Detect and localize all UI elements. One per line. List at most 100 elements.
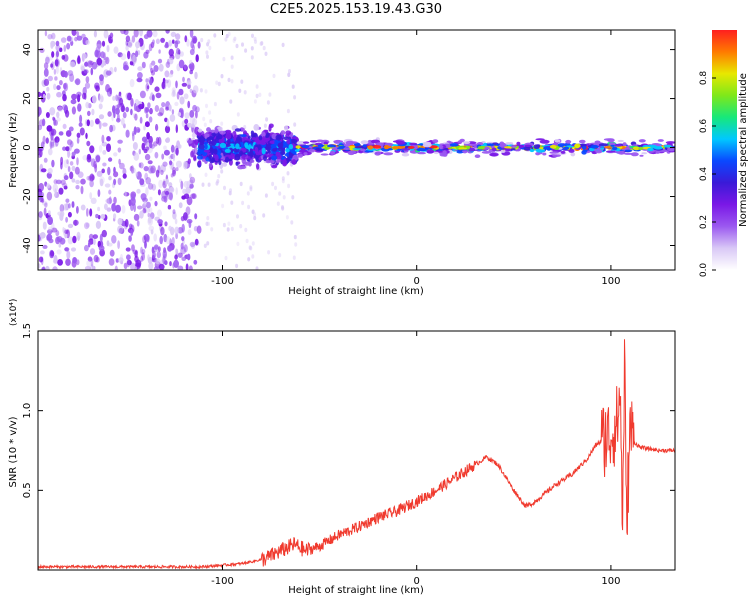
- heatmap-cell: [171, 237, 175, 246]
- snr-axes: -100 0 100 0.5 1.0 1.5: [22, 323, 675, 587]
- heatmap-cell: [136, 77, 143, 83]
- heatmap-cell: [90, 158, 96, 168]
- heatmap-cell: [170, 226, 175, 236]
- heatmap-cell: [167, 245, 173, 252]
- heatmap-cell: [152, 251, 156, 259]
- snr-background: [38, 331, 675, 570]
- heatmap-cell: [112, 105, 116, 114]
- heatmap-cell: [189, 183, 194, 189]
- heatmap-cell: [103, 30, 109, 39]
- heatmap-cell: [84, 222, 90, 230]
- heatmap-cell: [121, 117, 125, 126]
- heatmap-cell: [193, 259, 198, 265]
- heatmap-cell: [253, 212, 257, 217]
- heatmap-cell: [638, 146, 644, 151]
- heatmap-cell: [239, 224, 243, 229]
- heatmap-cell: [148, 207, 153, 213]
- x-tick-label: 100: [601, 276, 620, 287]
- heatmap-cell: [217, 134, 223, 140]
- heatmap-cell: [137, 128, 141, 133]
- heatmap-cell: [639, 154, 644, 157]
- heatmap-cell: [124, 219, 129, 228]
- heatmap-cell: [281, 42, 285, 48]
- heatmap-cell: [46, 86, 50, 92]
- heatmap-cell: [65, 130, 72, 137]
- heatmap-cell: [489, 153, 499, 157]
- heatmap-cell: [206, 241, 210, 246]
- y-tick-label: 1.5: [22, 323, 33, 339]
- heatmap-cell: [288, 144, 294, 150]
- heatmap-cell: [169, 114, 176, 122]
- heatmap-cell: [140, 246, 143, 254]
- heatmap-cell: [117, 147, 122, 153]
- heatmap-cell: [132, 132, 135, 142]
- heatmap-cell: [47, 75, 54, 82]
- heatmap-cell: [106, 136, 111, 142]
- heatmap-cell: [262, 213, 266, 218]
- heatmap-cell: [85, 101, 90, 109]
- heatmap-cell: [236, 241, 240, 247]
- heatmap-cell: [165, 137, 171, 143]
- heatmap-cell: [97, 206, 101, 212]
- heatmap-cell: [360, 140, 369, 145]
- heatmap-cell: [610, 144, 615, 147]
- heatmap-cell: [199, 88, 203, 93]
- heatmap-cell: [200, 149, 206, 155]
- heatmap-cell: [117, 139, 123, 144]
- heatmap-cell: [139, 30, 143, 37]
- heatmap-cell: [95, 43, 102, 50]
- y-tick-label: -40: [22, 237, 33, 253]
- heatmap-cell: [165, 41, 169, 48]
- heatmap-cell: [68, 203, 71, 209]
- heatmap-cell: [77, 171, 84, 178]
- heatmap-cell: [206, 54, 209, 59]
- heatmap-cell: [123, 30, 129, 36]
- heatmap-cell: [211, 139, 217, 146]
- heatmap-cell: [150, 70, 156, 76]
- heatmap-cell: [247, 204, 251, 210]
- heatmap-cell: [244, 142, 249, 148]
- heatmap-cell: [47, 210, 51, 216]
- heatmap-cell: [160, 169, 164, 175]
- heatmap-cell: [140, 255, 144, 262]
- heatmap-cell: [132, 249, 138, 255]
- heatmap-cell: [99, 74, 104, 82]
- heatmap-cell: [115, 107, 120, 115]
- heatmap-cell: [74, 219, 77, 226]
- heatmap-cell: [62, 93, 67, 102]
- heatmap-cell: [260, 141, 267, 145]
- heatmap-cell: [144, 121, 150, 128]
- heatmap-cell: [230, 200, 234, 205]
- heatmap-cell: [417, 151, 426, 155]
- heatmap-cell: [139, 178, 145, 186]
- heatmap-cell: [174, 101, 179, 107]
- heatmap-cell: [155, 169, 160, 178]
- heatmap-cell: [85, 132, 88, 139]
- heatmap-cell: [69, 161, 74, 166]
- heatmap-cell: [284, 125, 289, 131]
- heatmap-cell: [188, 265, 193, 270]
- heatmap-cell: [91, 174, 95, 181]
- heatmap-cell: [549, 151, 559, 154]
- heatmap-cell: [235, 161, 239, 166]
- heatmap-cell: [126, 258, 131, 268]
- heatmap-cell: [135, 41, 141, 49]
- heatmap-cell: [230, 64, 234, 69]
- heatmap-cell: [205, 50, 209, 55]
- heatmap-cell: [71, 165, 76, 171]
- heatmap-cell: [139, 116, 143, 124]
- heatmap-cell: [126, 92, 132, 101]
- heatmap-cell: [247, 257, 251, 262]
- heatmap-cell: [114, 265, 118, 270]
- heatmap-cell: [192, 37, 197, 44]
- heatmap-cell: [223, 185, 226, 191]
- heatmap-cell: [74, 148, 80, 154]
- heatmap-cell: [236, 112, 240, 117]
- heatmap-cell: [68, 145, 72, 151]
- heatmap-cell: [195, 54, 199, 63]
- heatmap-cell: [155, 123, 159, 132]
- heatmap-cell: [38, 256, 44, 263]
- heatmap-cell: [230, 55, 234, 60]
- heatmap-cell: [108, 157, 113, 162]
- heatmap-cell: [121, 105, 126, 113]
